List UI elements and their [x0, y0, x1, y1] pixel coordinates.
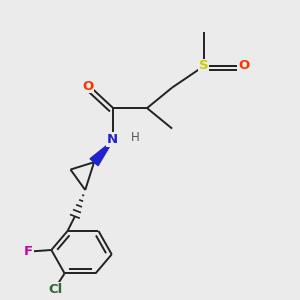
Text: O: O [238, 59, 249, 72]
Text: F: F [24, 245, 33, 258]
Text: O: O [82, 80, 93, 93]
Text: S: S [199, 59, 209, 72]
Polygon shape [90, 140, 113, 166]
Text: N: N [106, 133, 118, 146]
Text: Cl: Cl [49, 283, 63, 296]
Text: H: H [131, 131, 140, 144]
